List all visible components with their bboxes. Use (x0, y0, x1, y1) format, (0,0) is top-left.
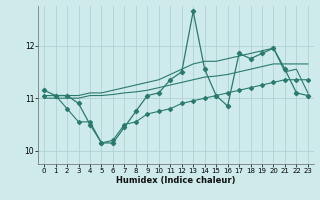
X-axis label: Humidex (Indice chaleur): Humidex (Indice chaleur) (116, 176, 236, 185)
